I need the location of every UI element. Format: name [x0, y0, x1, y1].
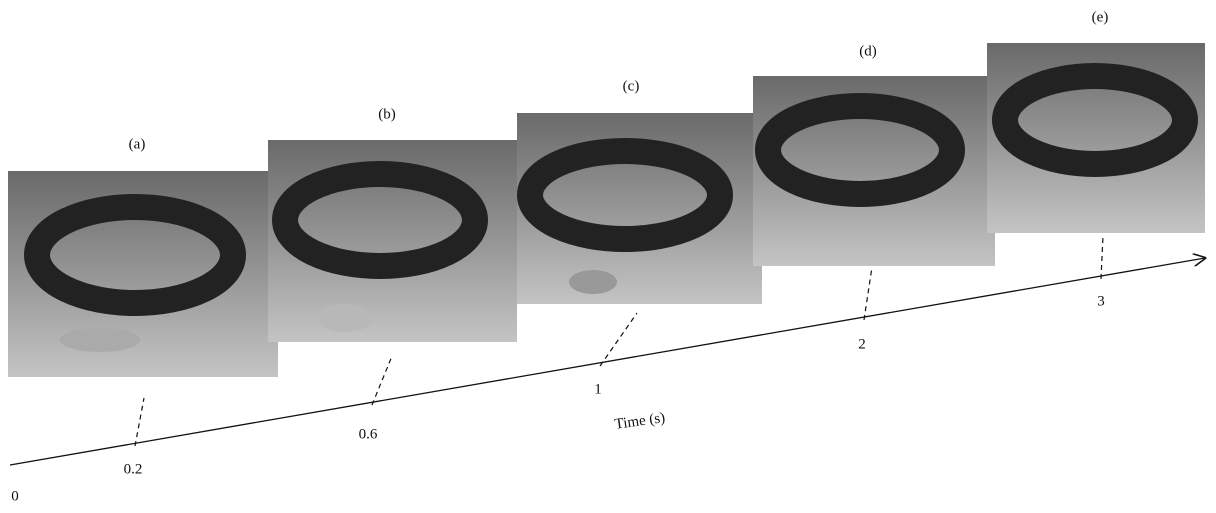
- tick-line: [135, 398, 144, 446]
- tick-label: 3: [1097, 293, 1105, 309]
- panel-label: (e): [1092, 9, 1109, 25]
- tick-line: [600, 313, 637, 366]
- photo-a: [8, 171, 278, 377]
- tick-line: [372, 356, 392, 405]
- panel-label: (d): [859, 43, 877, 59]
- panel-label: (a): [129, 136, 146, 152]
- photo-e: [987, 43, 1205, 233]
- tick-label: 0.6: [359, 426, 378, 442]
- photo-d: [753, 76, 995, 266]
- tick-line: [864, 267, 872, 320]
- tick-label: 2: [858, 336, 866, 352]
- axis-origin: 0: [11, 488, 19, 504]
- figure: (a) (b) (c) (d) (e) 0 0.2 0.6 1 2 3 Time…: [0, 0, 1216, 513]
- axis-label: Time (s): [614, 410, 666, 433]
- photo-c: [517, 113, 762, 304]
- panel-label: (c): [623, 78, 640, 94]
- tick-line: [1101, 236, 1103, 279]
- tick-label: 0.2: [124, 461, 143, 477]
- panel-label: (b): [378, 106, 396, 122]
- tick-label: 1: [594, 381, 602, 397]
- photo-b: [268, 140, 517, 342]
